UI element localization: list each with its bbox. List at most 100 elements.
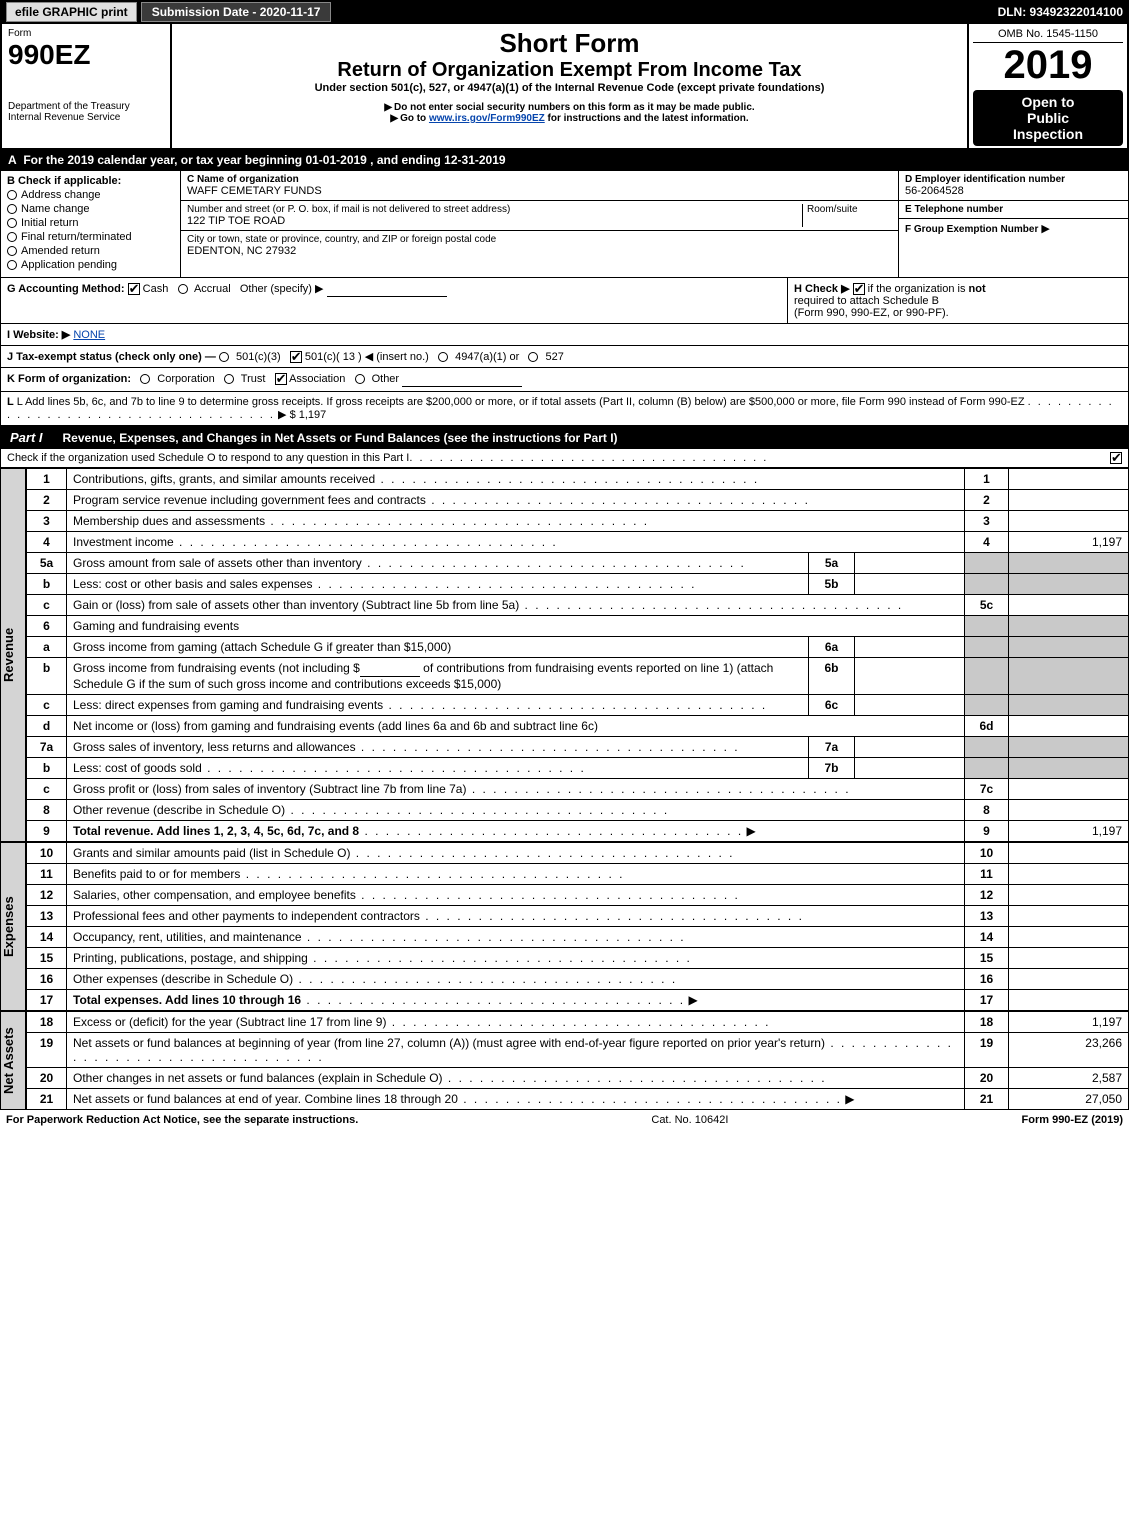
ck-amended-return[interactable]: Amended return: [7, 245, 174, 257]
revenue-table: 1Contributions, gifts, grants, and simil…: [26, 468, 1129, 842]
k-o3: Association: [289, 373, 345, 385]
open-l3: Inspection: [977, 126, 1119, 142]
box-d-label: D Employer identification number: [905, 174, 1122, 185]
netassets-side-label: Net Assets: [0, 1011, 26, 1110]
part1-tab: Part I: [0, 426, 53, 449]
line-12: 12Salaries, other compensation, and empl…: [27, 885, 1129, 906]
j-o2: 501(c)( 13 ) ◀ (insert no.): [305, 351, 429, 363]
line-6b: bGross income from fundraising events (n…: [27, 658, 1129, 695]
info-grid: B Check if applicable: Address change Na…: [0, 170, 1129, 278]
g-cash: Cash: [143, 283, 169, 295]
line-13: 13Professional fees and other payments t…: [27, 906, 1129, 927]
tax-year: 2019: [973, 43, 1123, 88]
line-7a: 7aGross sales of inventory, less returns…: [27, 737, 1129, 758]
dept-line2: Internal Revenue Service: [8, 112, 164, 123]
org-name: WAFF CEMETARY FUNDS: [187, 185, 892, 197]
part1-check-text: Check if the organization used Schedule …: [7, 452, 409, 464]
h-suffix: if the organization is: [868, 283, 969, 295]
g-other: Other (specify) ▶: [240, 283, 324, 295]
ck-trust[interactable]: [224, 374, 234, 384]
line-16: 16Other expenses (describe in Schedule O…: [27, 969, 1129, 990]
ck-4947[interactable]: [438, 352, 448, 362]
open-l1: Open to: [977, 94, 1119, 110]
efile-print-button[interactable]: efile GRAPHIC print: [6, 2, 137, 22]
j-o3: 4947(a)(1) or: [455, 351, 519, 363]
org-city: EDENTON, NC 27932: [187, 245, 892, 257]
form-label: Form: [8, 28, 164, 39]
line-19: 19Net assets or fund balances at beginni…: [27, 1033, 1129, 1068]
line-5a: 5aGross amount from sale of assets other…: [27, 553, 1129, 574]
j-o4: 527: [546, 351, 564, 363]
warn-line: Do not enter social security numbers on …: [178, 102, 961, 113]
part1-check-row: Check if the organization used Schedule …: [0, 449, 1129, 468]
line-14: 14Occupancy, rent, utilities, and mainte…: [27, 927, 1129, 948]
footer-right: Form 990-EZ (2019): [1022, 1114, 1123, 1126]
line-6c: cLess: direct expenses from gaming and f…: [27, 695, 1129, 716]
line-18: 18Excess or (deficit) for the year (Subt…: [27, 1012, 1129, 1033]
k-o4: Other: [372, 373, 400, 385]
box-j: J Tax-exempt status (check only one) — 5…: [0, 346, 1129, 368]
page-footer: For Paperwork Reduction Act Notice, see …: [0, 1110, 1129, 1130]
org-address: 122 TIP TOE ROAD: [187, 215, 802, 227]
box-l: L L Add lines 5b, 6c, and 7b to line 9 t…: [0, 392, 1129, 426]
expenses-table: 10Grants and similar amounts paid (list …: [26, 842, 1129, 1011]
ck-schedule-o-used[interactable]: [1110, 452, 1122, 464]
ck-other-org[interactable]: [355, 374, 365, 384]
line-6d: dNet income or (loss) from gaming and fu…: [27, 716, 1129, 737]
ck-initial-return[interactable]: Initial return: [7, 217, 174, 229]
expenses-section: Expenses 10Grants and similar amounts pa…: [0, 842, 1129, 1011]
line-20: 20Other changes in net assets or fund ba…: [27, 1068, 1129, 1089]
box-i: I Website: ▶ NONE: [0, 324, 1129, 346]
box-f-arrow: ▶: [1041, 223, 1049, 235]
goto-line: Go to www.irs.gov/Form990EZ for instruct…: [178, 113, 961, 124]
ck-name-change[interactable]: Name change: [7, 203, 174, 215]
netassets-section: Net Assets 18Excess or (deficit) for the…: [0, 1011, 1129, 1110]
ck-501c[interactable]: [290, 351, 302, 363]
g-other-input[interactable]: [327, 282, 447, 297]
goto-prefix: Go to: [400, 113, 429, 124]
ck-527[interactable]: [528, 352, 538, 362]
line-21: 21Net assets or fund balances at end of …: [27, 1089, 1129, 1110]
ck-final-return[interactable]: Final return/terminated: [7, 231, 174, 243]
line-1: 1Contributions, gifts, grants, and simil…: [27, 469, 1129, 490]
line-a: A For the 2019 calendar year, or tax yea…: [0, 150, 1129, 170]
k-o1: Corporation: [157, 373, 214, 385]
h-prefix: H Check ▶: [794, 283, 853, 295]
box-b-title: B Check if applicable:: [7, 175, 174, 187]
footer-mid: Cat. No. 10642I: [651, 1114, 728, 1126]
ck-501c3[interactable]: [219, 352, 229, 362]
l-text: L Add lines 5b, 6c, and 7b to line 9 to …: [17, 396, 1025, 408]
under-section-text: Under section 501(c), 527, or 4947(a)(1)…: [178, 82, 961, 94]
j-label: J Tax-exempt status (check only one) —: [7, 351, 216, 363]
ck-schedule-b[interactable]: [853, 283, 865, 295]
ck-address-change[interactable]: Address change: [7, 189, 174, 201]
line-6a: aGross income from gaming (attach Schedu…: [27, 637, 1129, 658]
ck-corp[interactable]: [140, 374, 150, 384]
ck-application-pending[interactable]: Application pending: [7, 259, 174, 271]
form-number: 990EZ: [8, 39, 164, 71]
line-11: 11Benefits paid to or for members11: [27, 864, 1129, 885]
goto-suffix: for instructions and the latest informat…: [548, 113, 749, 124]
line-10: 10Grants and similar amounts paid (list …: [27, 843, 1129, 864]
box-b: B Check if applicable: Address change Na…: [1, 171, 181, 277]
website-link[interactable]: NONE: [73, 329, 105, 341]
part1-title: Revenue, Expenses, and Changes in Net As…: [53, 427, 628, 449]
i-label: I Website: ▶: [7, 329, 70, 341]
line-15: 15Printing, publications, postage, and s…: [27, 948, 1129, 969]
ck-cash[interactable]: [128, 283, 140, 295]
h-not: not: [969, 283, 986, 295]
6b-amount-input[interactable]: [360, 662, 420, 677]
line-6: 6Gaming and fundraising events: [27, 616, 1129, 637]
city-label: City or town, state or province, country…: [187, 234, 892, 245]
h-line3: (Form 990, 990-EZ, or 990-PF).: [794, 307, 949, 319]
irs-link[interactable]: www.irs.gov/Form990EZ: [429, 113, 545, 124]
g-label: G Accounting Method:: [7, 283, 125, 295]
room-label: Room/suite: [807, 204, 892, 215]
ck-assoc[interactable]: [275, 373, 287, 385]
open-public-badge: Open to Public Inspection: [973, 90, 1123, 146]
k-o2: Trust: [241, 373, 266, 385]
k-other-input[interactable]: [402, 372, 522, 387]
ck-accrual[interactable]: [178, 284, 188, 294]
warn-text: Do not enter social security numbers on …: [394, 102, 755, 113]
submission-date-button[interactable]: Submission Date - 2020-11-17: [141, 2, 332, 22]
